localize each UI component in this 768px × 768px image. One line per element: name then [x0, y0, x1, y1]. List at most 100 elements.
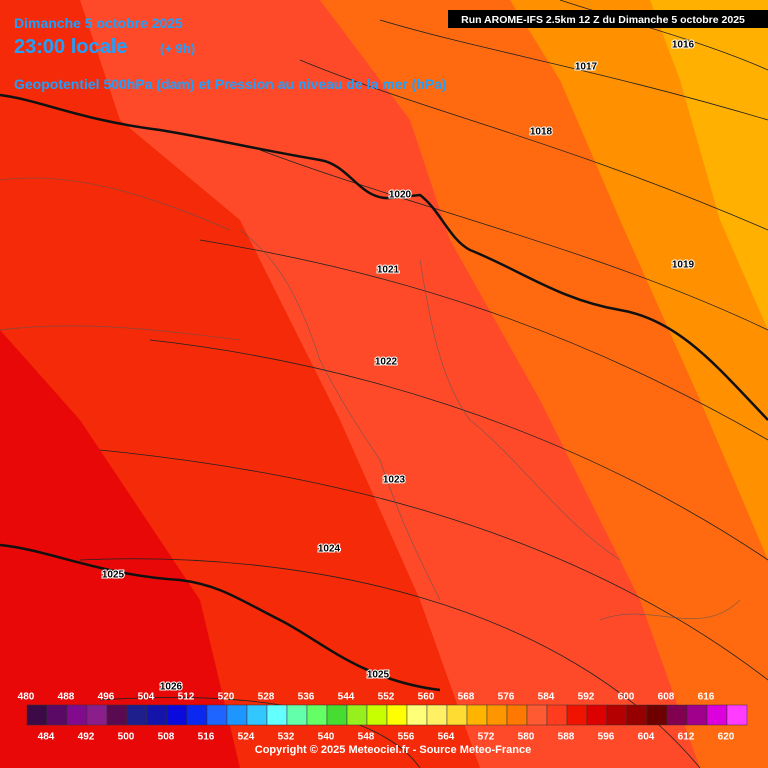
legend-swatch: [346, 704, 368, 726]
legend-swatch: [46, 704, 68, 726]
legend-swatch: [546, 704, 568, 726]
offset: (+ 9h): [160, 41, 195, 56]
legend-swatch: [366, 704, 388, 726]
legend-swatch: [506, 704, 528, 726]
legend-label: 580: [518, 732, 535, 743]
legend-label: 532: [278, 732, 295, 743]
legend-label: 504: [138, 692, 155, 703]
legend-label: 620: [718, 732, 735, 743]
legend-swatch: [386, 704, 408, 726]
isobar-line: [259, 149, 768, 331]
legend-label: 516: [198, 732, 215, 743]
subtitle: Geopotentiel 500hPa (dam) et Pression au…: [14, 76, 447, 92]
legend-label: 576: [498, 692, 515, 703]
legend-label: 616: [698, 692, 715, 703]
legend-swatch: [246, 704, 268, 726]
time: 23:00 locale: [14, 36, 127, 58]
border-line: [0, 543, 441, 692]
legend-swatch: [686, 704, 708, 726]
legend-swatch: [666, 704, 688, 726]
legend-label: 540: [318, 732, 335, 743]
legend-label: 564: [438, 732, 455, 743]
region-line: [599, 599, 741, 621]
region-line: [0, 325, 241, 341]
isobar-label: 1022: [375, 357, 398, 368]
legend-label: 484: [38, 732, 55, 743]
isobar-label: 1021: [377, 265, 400, 276]
isobar-line: [79, 558, 701, 768]
legend-label: 596: [598, 732, 615, 743]
run-box: [448, 10, 768, 28]
legend-swatch: [126, 704, 148, 726]
legend-label: 520: [218, 692, 235, 703]
legend-label: 480: [18, 692, 35, 703]
legend-swatch: [26, 704, 48, 726]
isobar-label: 1016: [672, 40, 695, 51]
run-label: Run AROME-IFS 2.5km 12 Z du Dimanche 5 o…: [461, 14, 745, 26]
legend-label: 536: [298, 692, 315, 703]
isobar-label: 1023: [383, 475, 406, 486]
legend-swatch: [326, 704, 348, 726]
legend-swatch: [706, 704, 728, 726]
legend-swatch: [166, 704, 188, 726]
region-line: [0, 177, 231, 231]
legend-label: 588: [558, 732, 575, 743]
isobar-line: [379, 19, 768, 121]
legend-label: 612: [678, 732, 695, 743]
isobar-label: 1025: [367, 670, 390, 681]
isobar-label: 1024: [318, 544, 341, 555]
legend-swatch: [106, 704, 128, 726]
legend-swatch: [586, 704, 608, 726]
legend-label: 568: [458, 692, 475, 703]
legend-label: 600: [618, 692, 635, 703]
legend-swatch: [66, 704, 88, 726]
legend-label: 496: [98, 692, 115, 703]
legend-label: 584: [538, 692, 555, 703]
legend-label: 548: [358, 732, 375, 743]
legend-label: 488: [58, 692, 75, 703]
legend-label: 524: [238, 732, 255, 743]
legend-swatch: [146, 704, 168, 726]
legend-swatch: [426, 704, 448, 726]
legend-label: 556: [398, 732, 415, 743]
legend-swatch: [566, 704, 588, 726]
isobar-line: [559, 0, 768, 71]
legend-swatch: [226, 704, 248, 726]
region-line: [419, 259, 621, 561]
borders: [0, 93, 768, 692]
legend-swatch: [286, 704, 308, 726]
legend-swatch: [186, 704, 208, 726]
legend-swatch: [526, 704, 548, 726]
legend-swatch: [466, 704, 488, 726]
legend-label: 492: [78, 732, 95, 743]
date: Dimanche 5 octobre 2025: [14, 15, 183, 31]
isobars: [79, 0, 768, 768]
legend-label: 552: [378, 692, 395, 703]
region-line: [239, 229, 441, 601]
isobar-line: [199, 239, 768, 441]
isobar-line: [149, 339, 768, 561]
legend-swatch: [406, 704, 428, 726]
isobar-label: 1018: [530, 127, 553, 138]
legend-swatch: [606, 704, 628, 726]
legend-label: 544: [338, 692, 355, 703]
regions: [0, 177, 741, 621]
isobar-line: [99, 449, 768, 681]
border-line: [0, 93, 768, 421]
legend-label: 592: [578, 692, 595, 703]
legend-label: 560: [418, 692, 435, 703]
legend-label: 500: [118, 732, 135, 743]
isobar-label: 1026: [160, 682, 183, 693]
legend-swatch: [646, 704, 668, 726]
isobar-label: 1020: [389, 190, 412, 201]
legend-swatch: [86, 704, 108, 726]
band: [650, 0, 768, 330]
legend-swatch: [266, 704, 288, 726]
legend-swatch: [486, 704, 508, 726]
legend-label: 608: [658, 692, 675, 703]
isobar-label: 1019: [672, 260, 695, 271]
legend-swatch: [446, 704, 468, 726]
isobar-line: [299, 59, 768, 231]
legend-swatch: [206, 704, 228, 726]
legend-swatch: [306, 704, 328, 726]
